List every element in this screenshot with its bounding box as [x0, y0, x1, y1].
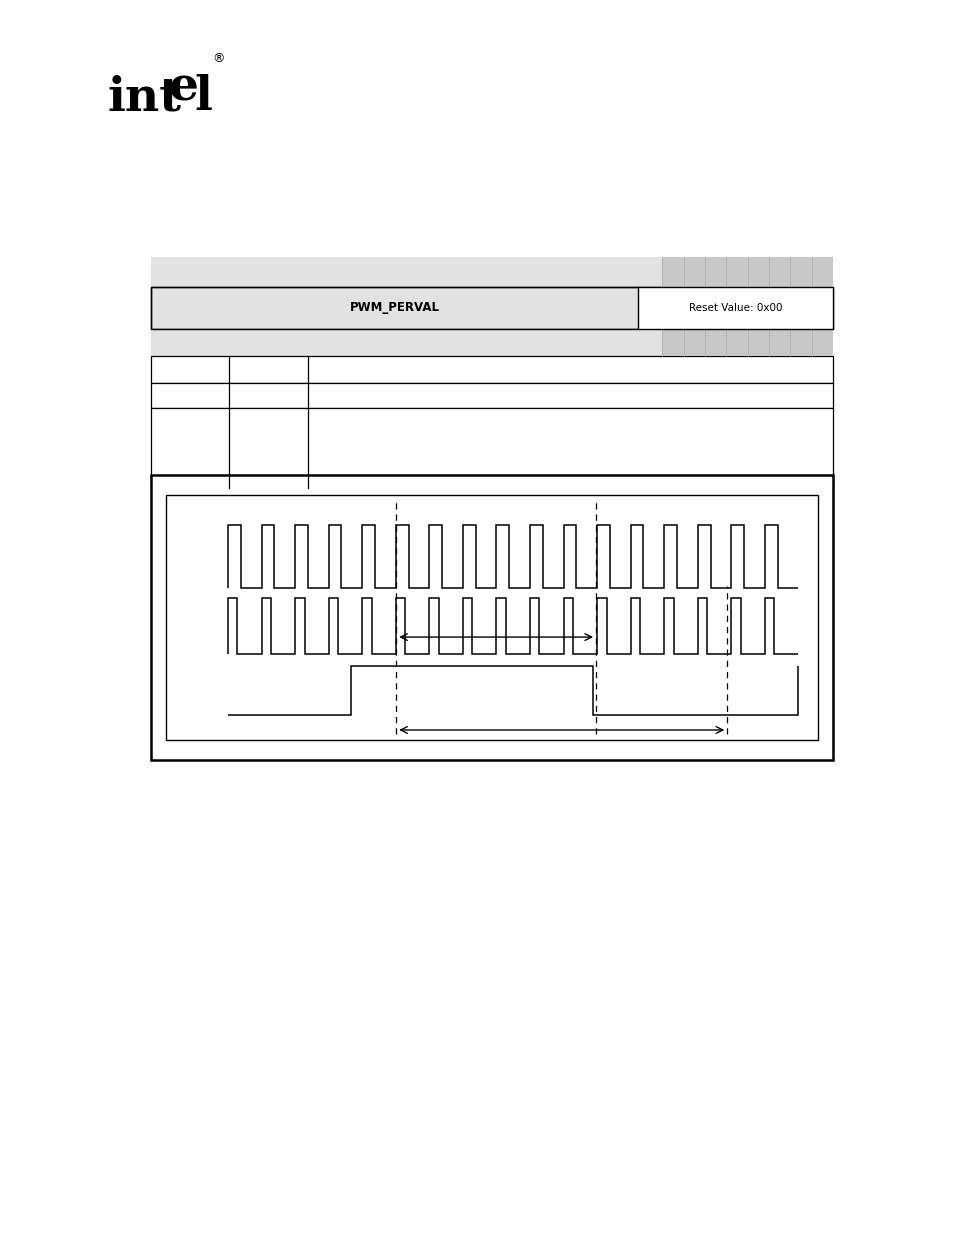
Bar [661, 257, 832, 287]
Bar [151, 356, 832, 383]
Text: Reset Value: 0x00: Reset Value: 0x00 [688, 303, 781, 312]
Text: ®: ® [213, 52, 225, 65]
Text: e: e [168, 64, 197, 110]
Text: l: l [194, 74, 213, 120]
Bar [151, 287, 832, 329]
Text: int: int [108, 74, 182, 120]
Bar [151, 475, 832, 760]
Bar [151, 408, 832, 488]
Text: PWM_PERVAL: PWM_PERVAL [349, 301, 439, 314]
Bar [151, 383, 832, 408]
Bar [151, 287, 832, 329]
Bar [638, 287, 832, 329]
Bar [166, 495, 817, 740]
Bar [151, 329, 832, 356]
Bar [151, 257, 832, 287]
Bar [661, 329, 832, 356]
